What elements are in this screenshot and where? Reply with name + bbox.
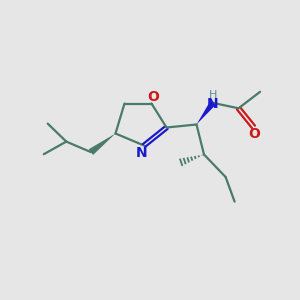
Polygon shape [89,134,116,155]
Text: H: H [209,90,217,100]
Text: O: O [148,90,160,104]
Text: N: N [136,146,148,160]
Polygon shape [196,101,216,124]
Text: N: N [207,97,219,110]
Text: O: O [248,127,260,140]
